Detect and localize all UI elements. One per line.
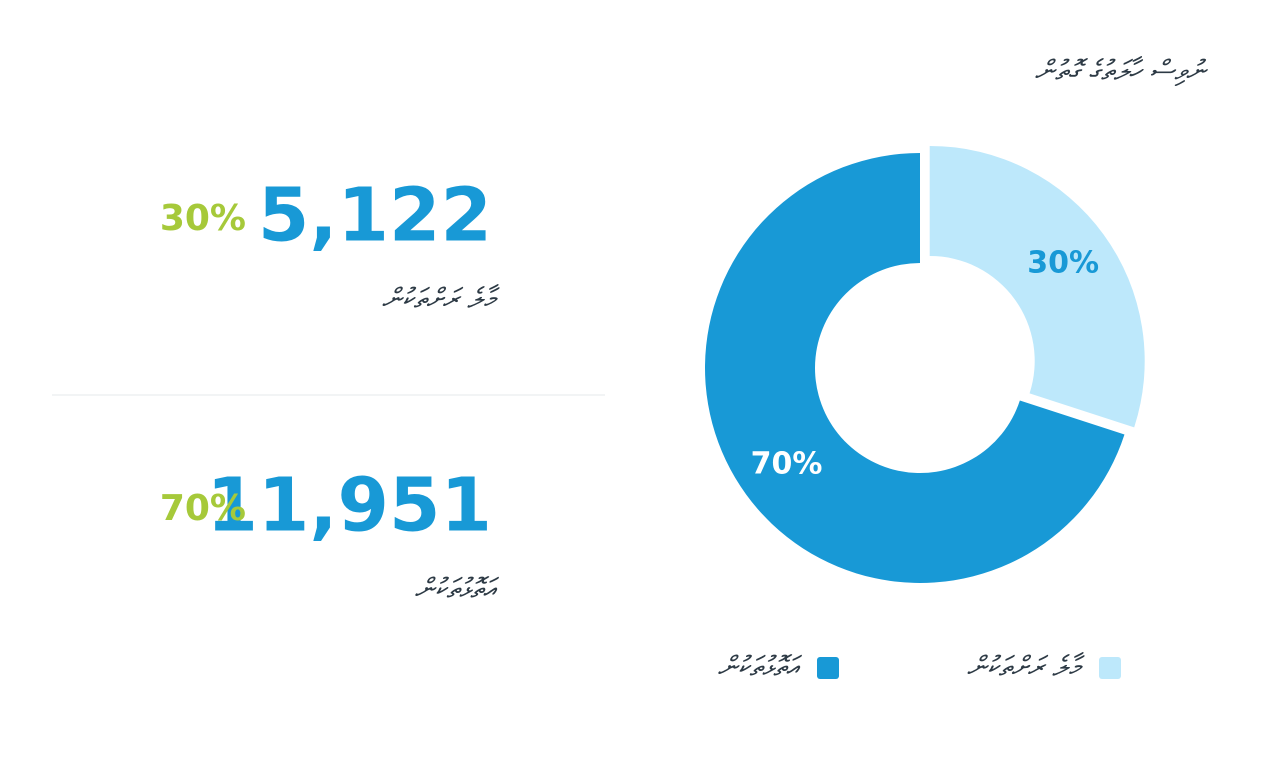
segment-label: 70% <box>751 446 823 481</box>
donut-segment <box>705 153 1125 583</box>
stat-label: މާލެ ރަށްތަކުން <box>382 282 501 315</box>
stat-label: އަތޮޅުތަކުން <box>415 572 500 605</box>
legend-swatch <box>1099 657 1121 679</box>
stat-number: 11,951 <box>206 463 492 549</box>
legend-label: މާލެ ރަށްތަކުން <box>967 650 1086 683</box>
chart-title: ނުވިސް ހާލަތުގެ ގޮތުން <box>1035 54 1209 87</box>
stat-number: 5,122 <box>258 173 492 259</box>
legend-label: އަތޮޅުތަކުން <box>718 650 803 683</box>
stat-percent: 30% <box>160 198 246 239</box>
stat-percent: 70% <box>160 488 246 529</box>
legend-swatch <box>817 657 839 679</box>
segment-label: 30% <box>1027 245 1099 280</box>
donut-segment <box>929 145 1145 428</box>
